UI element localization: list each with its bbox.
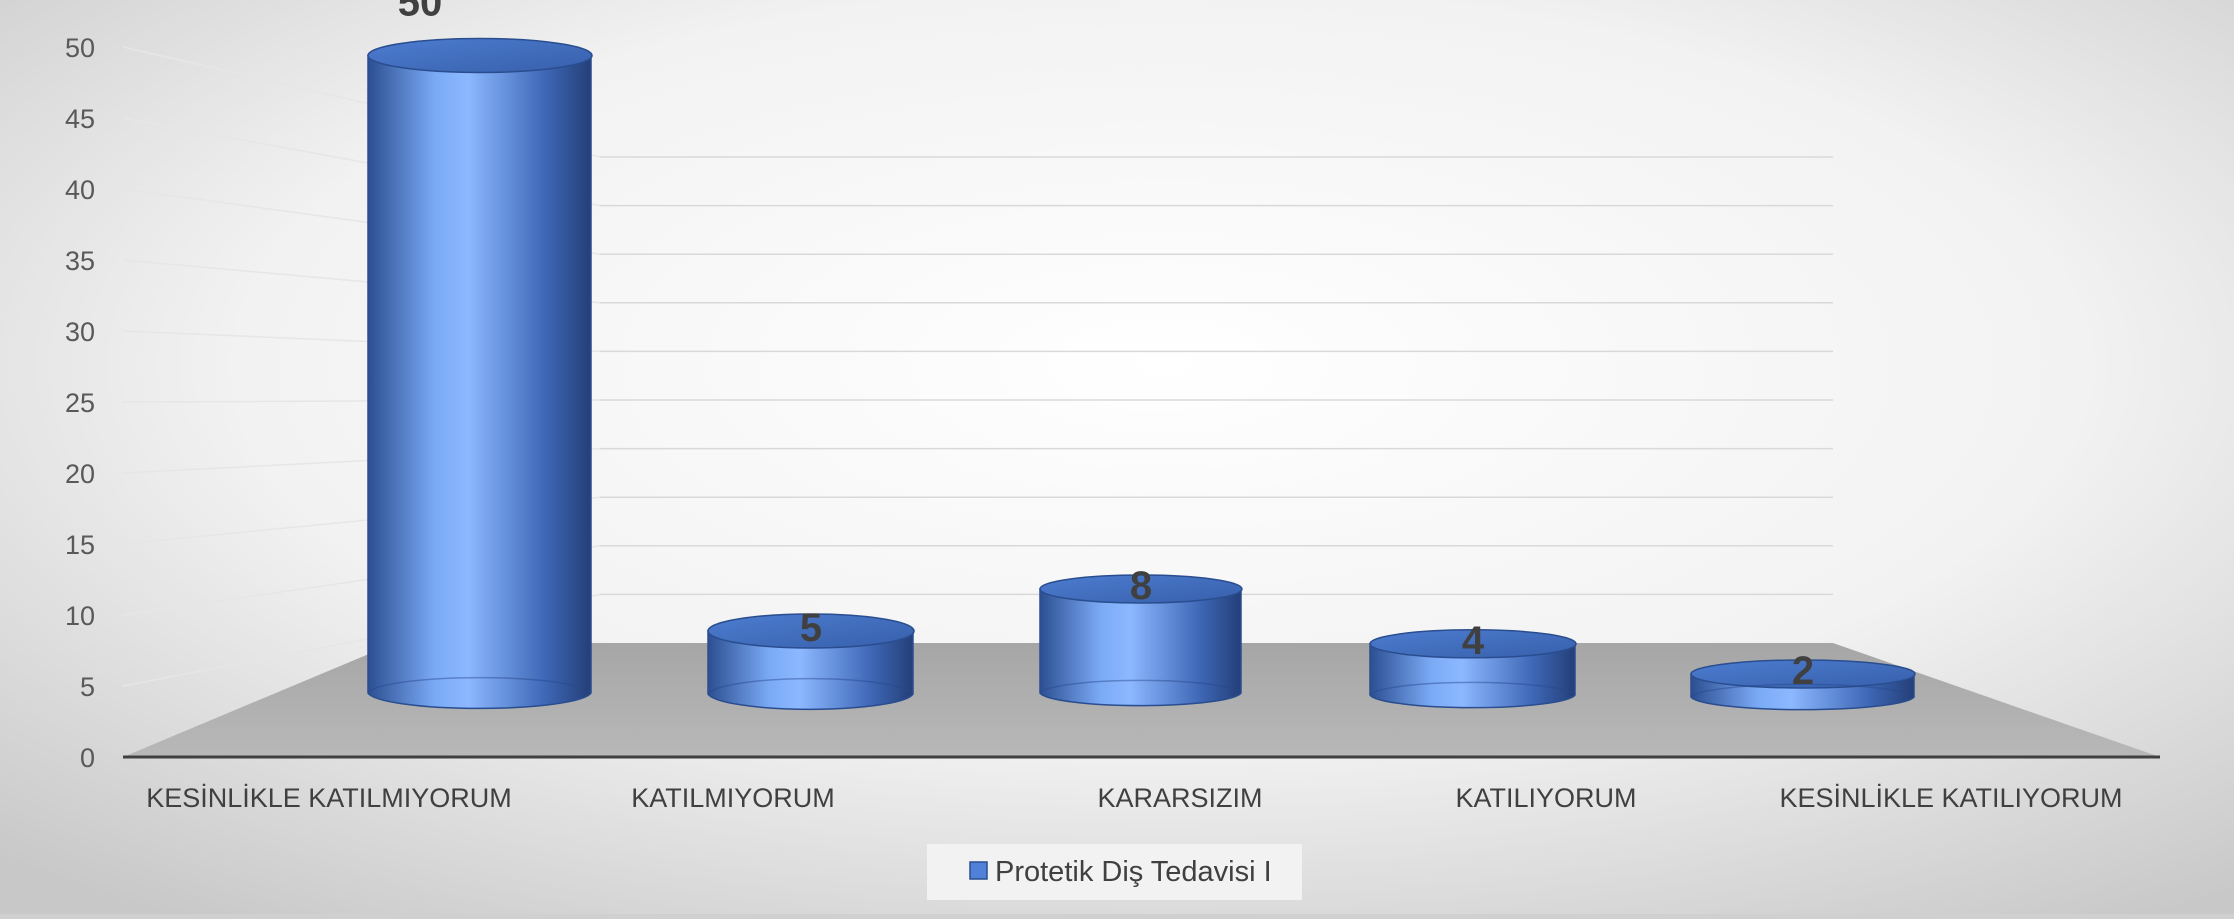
- y-tick-label: 35: [65, 246, 95, 276]
- bar: [1039, 574, 1243, 707]
- y-axis-ticks: 0 5 10 15 20 25 30 35 40 45 50: [65, 33, 95, 773]
- bar-series: 50 5 8 4 2: [367, 0, 1916, 711]
- data-label: 2: [1792, 649, 1814, 693]
- bar-top: [1690, 659, 1916, 689]
- bar-base-arc: [367, 676, 592, 694]
- x-tick-label: KARARSIZIM: [1097, 783, 1262, 813]
- legend-box: [927, 844, 1302, 900]
- x-tick-label: KESİNLİKLE KATILMIYORUM: [146, 782, 512, 813]
- bar-top: [1369, 629, 1577, 659]
- legend: Protetik Diş Tedavisi I: [927, 844, 1302, 900]
- x-axis-labels: KESİNLİKLE KATILMIYORUM KATILMIYORUM KARAR…: [146, 782, 2122, 813]
- legend-swatch: [969, 861, 988, 880]
- y-tick-label: 25: [65, 388, 95, 418]
- bar: [707, 613, 915, 711]
- bar-base-arc: [1690, 683, 1915, 698]
- y-tick-label: 5: [80, 672, 95, 702]
- y-tick-label: 45: [65, 104, 95, 134]
- data-label: 4: [1462, 619, 1485, 663]
- bar-base-arc: [1039, 679, 1242, 694]
- bar-body: [1369, 643, 1576, 709]
- x-tick-label: KATILIYORUM: [1455, 783, 1636, 813]
- bar-body: [1039, 588, 1242, 707]
- bar-body: [707, 630, 914, 711]
- bar-top: [367, 37, 593, 74]
- bar-top: [1039, 574, 1243, 604]
- data-label: 8: [1130, 564, 1152, 608]
- data-label: 5: [800, 606, 822, 650]
- y-tick-label: 0: [80, 743, 95, 773]
- bar: [1369, 629, 1577, 709]
- bar: [367, 37, 593, 710]
- bar-base-arc: [707, 677, 914, 695]
- bar: [1690, 659, 1916, 711]
- y-tick-label: 20: [65, 459, 95, 489]
- x-tick-label: KESİNLİKLE KATILIYORUM: [1779, 782, 2122, 813]
- bar-base-arc: [1369, 681, 1576, 696]
- bar-top: [707, 613, 915, 649]
- legend-label: Protetik Diş Tedavisi I: [995, 856, 1272, 888]
- y-tick-label: 50: [65, 33, 95, 63]
- y-tick-label: 30: [65, 317, 95, 347]
- data-label: 50: [398, 0, 443, 25]
- y-tick-label: 40: [65, 175, 95, 205]
- x-tick-label: KATILMIYORUM: [631, 783, 835, 813]
- gridlines: [122, 46, 1833, 687]
- y-tick-label: 15: [65, 530, 95, 560]
- bar-body: [367, 54, 592, 710]
- y-tick-label: 10: [65, 601, 95, 631]
